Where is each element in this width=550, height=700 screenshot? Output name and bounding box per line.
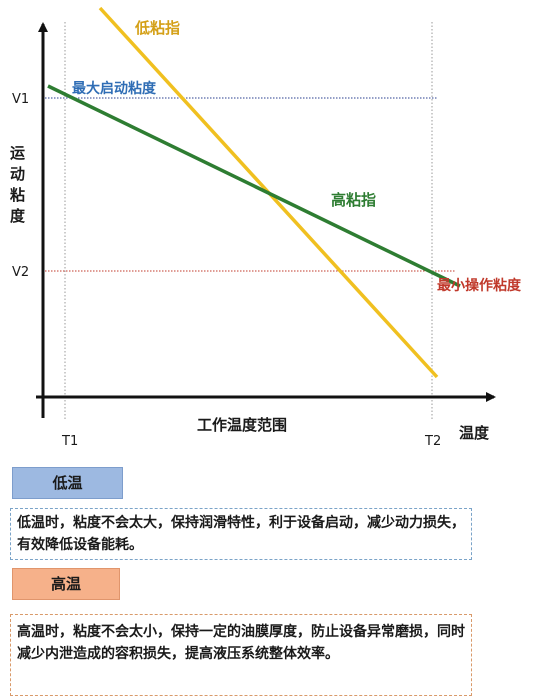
y-axis-label: 运动粘度 <box>10 144 26 225</box>
y-tick-v1: V1 <box>12 92 29 107</box>
max-start-viscosity-label: 最大启动粘度 <box>72 80 157 97</box>
y-tick-v2: V2 <box>12 265 29 280</box>
min-operating-viscosity-label: 最小操作粘度 <box>437 277 522 294</box>
x-tick-t2: T2 <box>424 434 441 449</box>
high-vi-label: 高粘指 <box>331 191 376 209</box>
high-temperature-note: 高温时，粘度不会太小，保持一定的油膜厚度，防止设备异常磨损，同时减少内泄造成的容… <box>10 614 472 696</box>
high-temperature-tag: 高温 <box>12 568 120 600</box>
y-axis-label-char: 粘 <box>10 186 25 204</box>
y-axis-label-char: 运 <box>10 144 25 162</box>
viscosity-temperature-diagram: V1 V2 T1 T2 工作温度范围 温度 运动粘度 最大启动粘度 最小操作粘度… <box>10 6 522 449</box>
y-axis-label-char: 动 <box>10 165 25 183</box>
low-temperature-tag: 低温 <box>12 467 123 499</box>
low-temperature-note: 低温时，粘度不会太大，保持润滑特性，利于设备启动，减少动力损失，有效降低设备能耗… <box>10 508 472 560</box>
low-vi-label: 低粘指 <box>134 19 180 37</box>
high-vi-line <box>47 84 461 288</box>
y-axis-label-char: 度 <box>10 207 26 225</box>
x-tick-t1: T1 <box>61 434 78 449</box>
x-axis-label: 温度 <box>459 424 490 442</box>
x-range-label: 工作温度范围 <box>197 416 287 434</box>
